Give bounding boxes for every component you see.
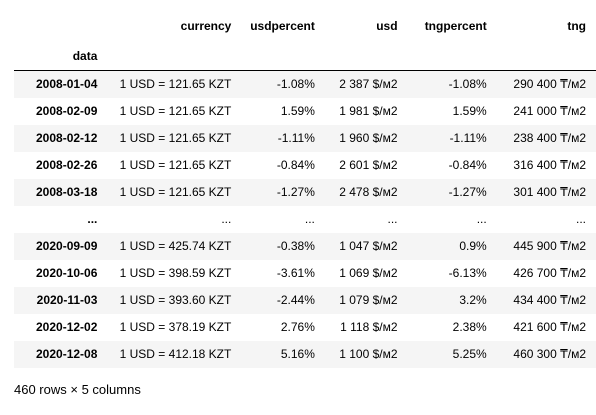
cell-usdpercent: 5.16% bbox=[280, 347, 315, 361]
table-row: 2008-02-09 1 USD = 121.65 KZT 1.59% 1 981 $… bbox=[14, 98, 596, 125]
row-index-label: 2020-12-02 bbox=[36, 320, 98, 334]
table-row: 2020-10-06 1 USD = 398.59 KZT -3.61% 1 069 … bbox=[14, 260, 596, 287]
cell-tng: 316 400 ₸/м2 bbox=[513, 158, 586, 172]
cell-usd: 2 478 $/м2 bbox=[339, 185, 398, 199]
table-row: 2008-03-18 1 USD = 121.65 KZT -1.27% 2 478 … bbox=[14, 178, 596, 206]
cell-currency: ... bbox=[221, 212, 232, 226]
row-index-label: 2020-10-06 bbox=[36, 266, 98, 280]
index-header-blank bbox=[325, 42, 408, 71]
cell-usdpercent: 1.59% bbox=[280, 104, 315, 118]
cell-usd: 1 100 $/м2 bbox=[339, 347, 398, 361]
cell-usdpercent: -3.61% bbox=[276, 266, 315, 280]
row-index-label: 2008-03-18 bbox=[36, 185, 98, 199]
cell-tng: 241 000 ₸/м2 bbox=[513, 104, 586, 118]
cell-tng: 426 700 ₸/м2 bbox=[513, 266, 586, 280]
cell-usdpercent: -1.08% bbox=[276, 77, 315, 92]
cell-currency: 1 USD = 121.65 KZT bbox=[119, 77, 232, 92]
column-header-usdpercent: usdpercent bbox=[250, 19, 315, 33]
table-row: 2008-02-26 1 USD = 121.65 KZT -0.84% 2 601 … bbox=[14, 152, 596, 179]
row-index-label: 2008-01-04 bbox=[36, 77, 98, 92]
cell-usd: 1 079 $/м2 bbox=[339, 293, 398, 307]
index-header-row: data bbox=[14, 42, 596, 71]
cell-usdpercent: -0.38% bbox=[276, 239, 315, 253]
index-header-blank bbox=[408, 42, 497, 71]
table-row: 2020-12-02 1 USD = 378.19 KZT 2.76% 1 118 $… bbox=[14, 314, 596, 341]
cell-currency: 1 USD = 121.65 KZT bbox=[119, 104, 232, 118]
cell-tngpercent: 1.59% bbox=[452, 104, 487, 118]
cell-usd: 1 047 $/м2 bbox=[339, 239, 398, 253]
cell-tng: 445 900 ₸/м2 bbox=[513, 239, 586, 253]
index-header-blank bbox=[107, 42, 241, 71]
index-name-header: data bbox=[72, 49, 98, 63]
table-row: 2020-11-03 1 USD = 393.60 KZT -2.44% 1 079 … bbox=[14, 286, 596, 314]
table-row: 2020-09-09 1 USD = 425.74 KZT -0.38% 1 047 … bbox=[14, 232, 596, 260]
table-row: 2008-01-04 1 USD = 121.65 KZT -1.08% 2 387 … bbox=[14, 70, 596, 98]
cell-usdpercent: -1.27% bbox=[276, 185, 315, 199]
cell-tng: 238 400 ₸/м2 bbox=[513, 131, 586, 145]
row-index-label: ... bbox=[87, 212, 98, 226]
cell-tng: 421 600 ₸/м2 bbox=[513, 320, 586, 334]
cell-currency: 1 USD = 393.60 KZT bbox=[119, 293, 232, 307]
cell-currency: 1 USD = 425.74 KZT bbox=[119, 239, 232, 253]
cell-tng: 290 400 ₸/м2 bbox=[513, 77, 586, 92]
cell-tngpercent: -1.08% bbox=[448, 77, 487, 92]
table-body: 2008-01-04 1 USD = 121.65 KZT -1.08% 2 387 … bbox=[14, 70, 596, 368]
cell-tngpercent: 0.9% bbox=[459, 239, 487, 253]
column-header-tng: tng bbox=[567, 19, 586, 33]
column-header-usd: usd bbox=[376, 19, 398, 33]
cell-usdpercent: 2.76% bbox=[280, 320, 315, 334]
cell-usd: 2 387 $/м2 bbox=[339, 77, 398, 92]
cell-usd: 1 118 $/м2 bbox=[340, 320, 398, 334]
cell-usd: 1 981 $/м2 bbox=[339, 104, 398, 118]
dataframe-output: currency usdpercent usd tngpercent tng d… bbox=[14, 10, 596, 368]
dataframe-table: currency usdpercent usd tngpercent tng d… bbox=[14, 10, 596, 368]
cell-currency: 1 USD = 412.18 KZT bbox=[119, 347, 232, 361]
column-header-row: currency usdpercent usd tngpercent tng bbox=[14, 10, 596, 42]
column-header-tngpercent: tngpercent bbox=[424, 19, 487, 33]
cell-tngpercent: ... bbox=[476, 212, 487, 226]
cell-tng: ... bbox=[575, 212, 586, 226]
cell-currency: 1 USD = 121.65 KZT bbox=[119, 158, 232, 172]
row-index-label: 2020-09-09 bbox=[36, 239, 98, 253]
dataframe-shape-caption: 460 rows × 5 columns bbox=[14, 382, 141, 397]
cell-tng: 301 400 ₸/м2 bbox=[513, 185, 586, 199]
column-header-currency: currency bbox=[180, 19, 232, 33]
cell-tngpercent: -0.84% bbox=[448, 158, 487, 172]
cell-tngpercent: -6.13% bbox=[448, 266, 487, 280]
cell-tngpercent: 5.25% bbox=[452, 347, 487, 361]
cell-tng: 434 400 ₸/м2 bbox=[513, 293, 586, 307]
cell-tngpercent: 2.38% bbox=[452, 320, 487, 334]
row-index-label: 2020-11-03 bbox=[36, 293, 98, 307]
row-index-label: 2020-12-08 bbox=[36, 347, 98, 361]
cell-usd: 1 960 $/м2 bbox=[339, 131, 398, 145]
row-index-label: 2008-02-26 bbox=[36, 158, 98, 172]
cell-currency: 1 USD = 121.65 KZT bbox=[119, 131, 232, 145]
cell-tngpercent: 3.2% bbox=[459, 293, 487, 307]
index-header-blank bbox=[241, 42, 325, 71]
cell-usd: 1 069 $/м2 bbox=[339, 266, 398, 280]
cell-currency: 1 USD = 398.59 KZT bbox=[119, 266, 232, 280]
cell-currency: 1 USD = 121.65 KZT bbox=[119, 185, 232, 199]
cell-tngpercent: -1.27% bbox=[448, 185, 487, 199]
cell-usdpercent: -1.11% bbox=[277, 131, 315, 145]
table-row: 2020-12-08 1 USD = 412.18 KZT 5.16% 1 100 $… bbox=[14, 340, 596, 368]
index-header-blank bbox=[497, 42, 596, 71]
cell-tng: 460 300 ₸/м2 bbox=[513, 347, 586, 361]
cell-tngpercent: -1.11% bbox=[449, 131, 487, 145]
cell-usd: 2 601 $/м2 bbox=[339, 158, 398, 172]
cell-usd: ... bbox=[387, 212, 398, 226]
header-corner bbox=[14, 10, 107, 42]
cell-usdpercent: ... bbox=[304, 212, 315, 226]
row-index-label: 2008-02-12 bbox=[36, 131, 98, 145]
row-index-label: 2008-02-09 bbox=[36, 104, 98, 118]
table-row: 2008-02-12 1 USD = 121.65 KZT -1.11% 1 960 … bbox=[14, 124, 596, 152]
cell-usdpercent: -2.44% bbox=[276, 293, 315, 307]
table-row: .................. bbox=[14, 206, 596, 233]
cell-currency: 1 USD = 378.19 KZT bbox=[119, 320, 232, 334]
cell-usdpercent: -0.84% bbox=[276, 158, 315, 172]
